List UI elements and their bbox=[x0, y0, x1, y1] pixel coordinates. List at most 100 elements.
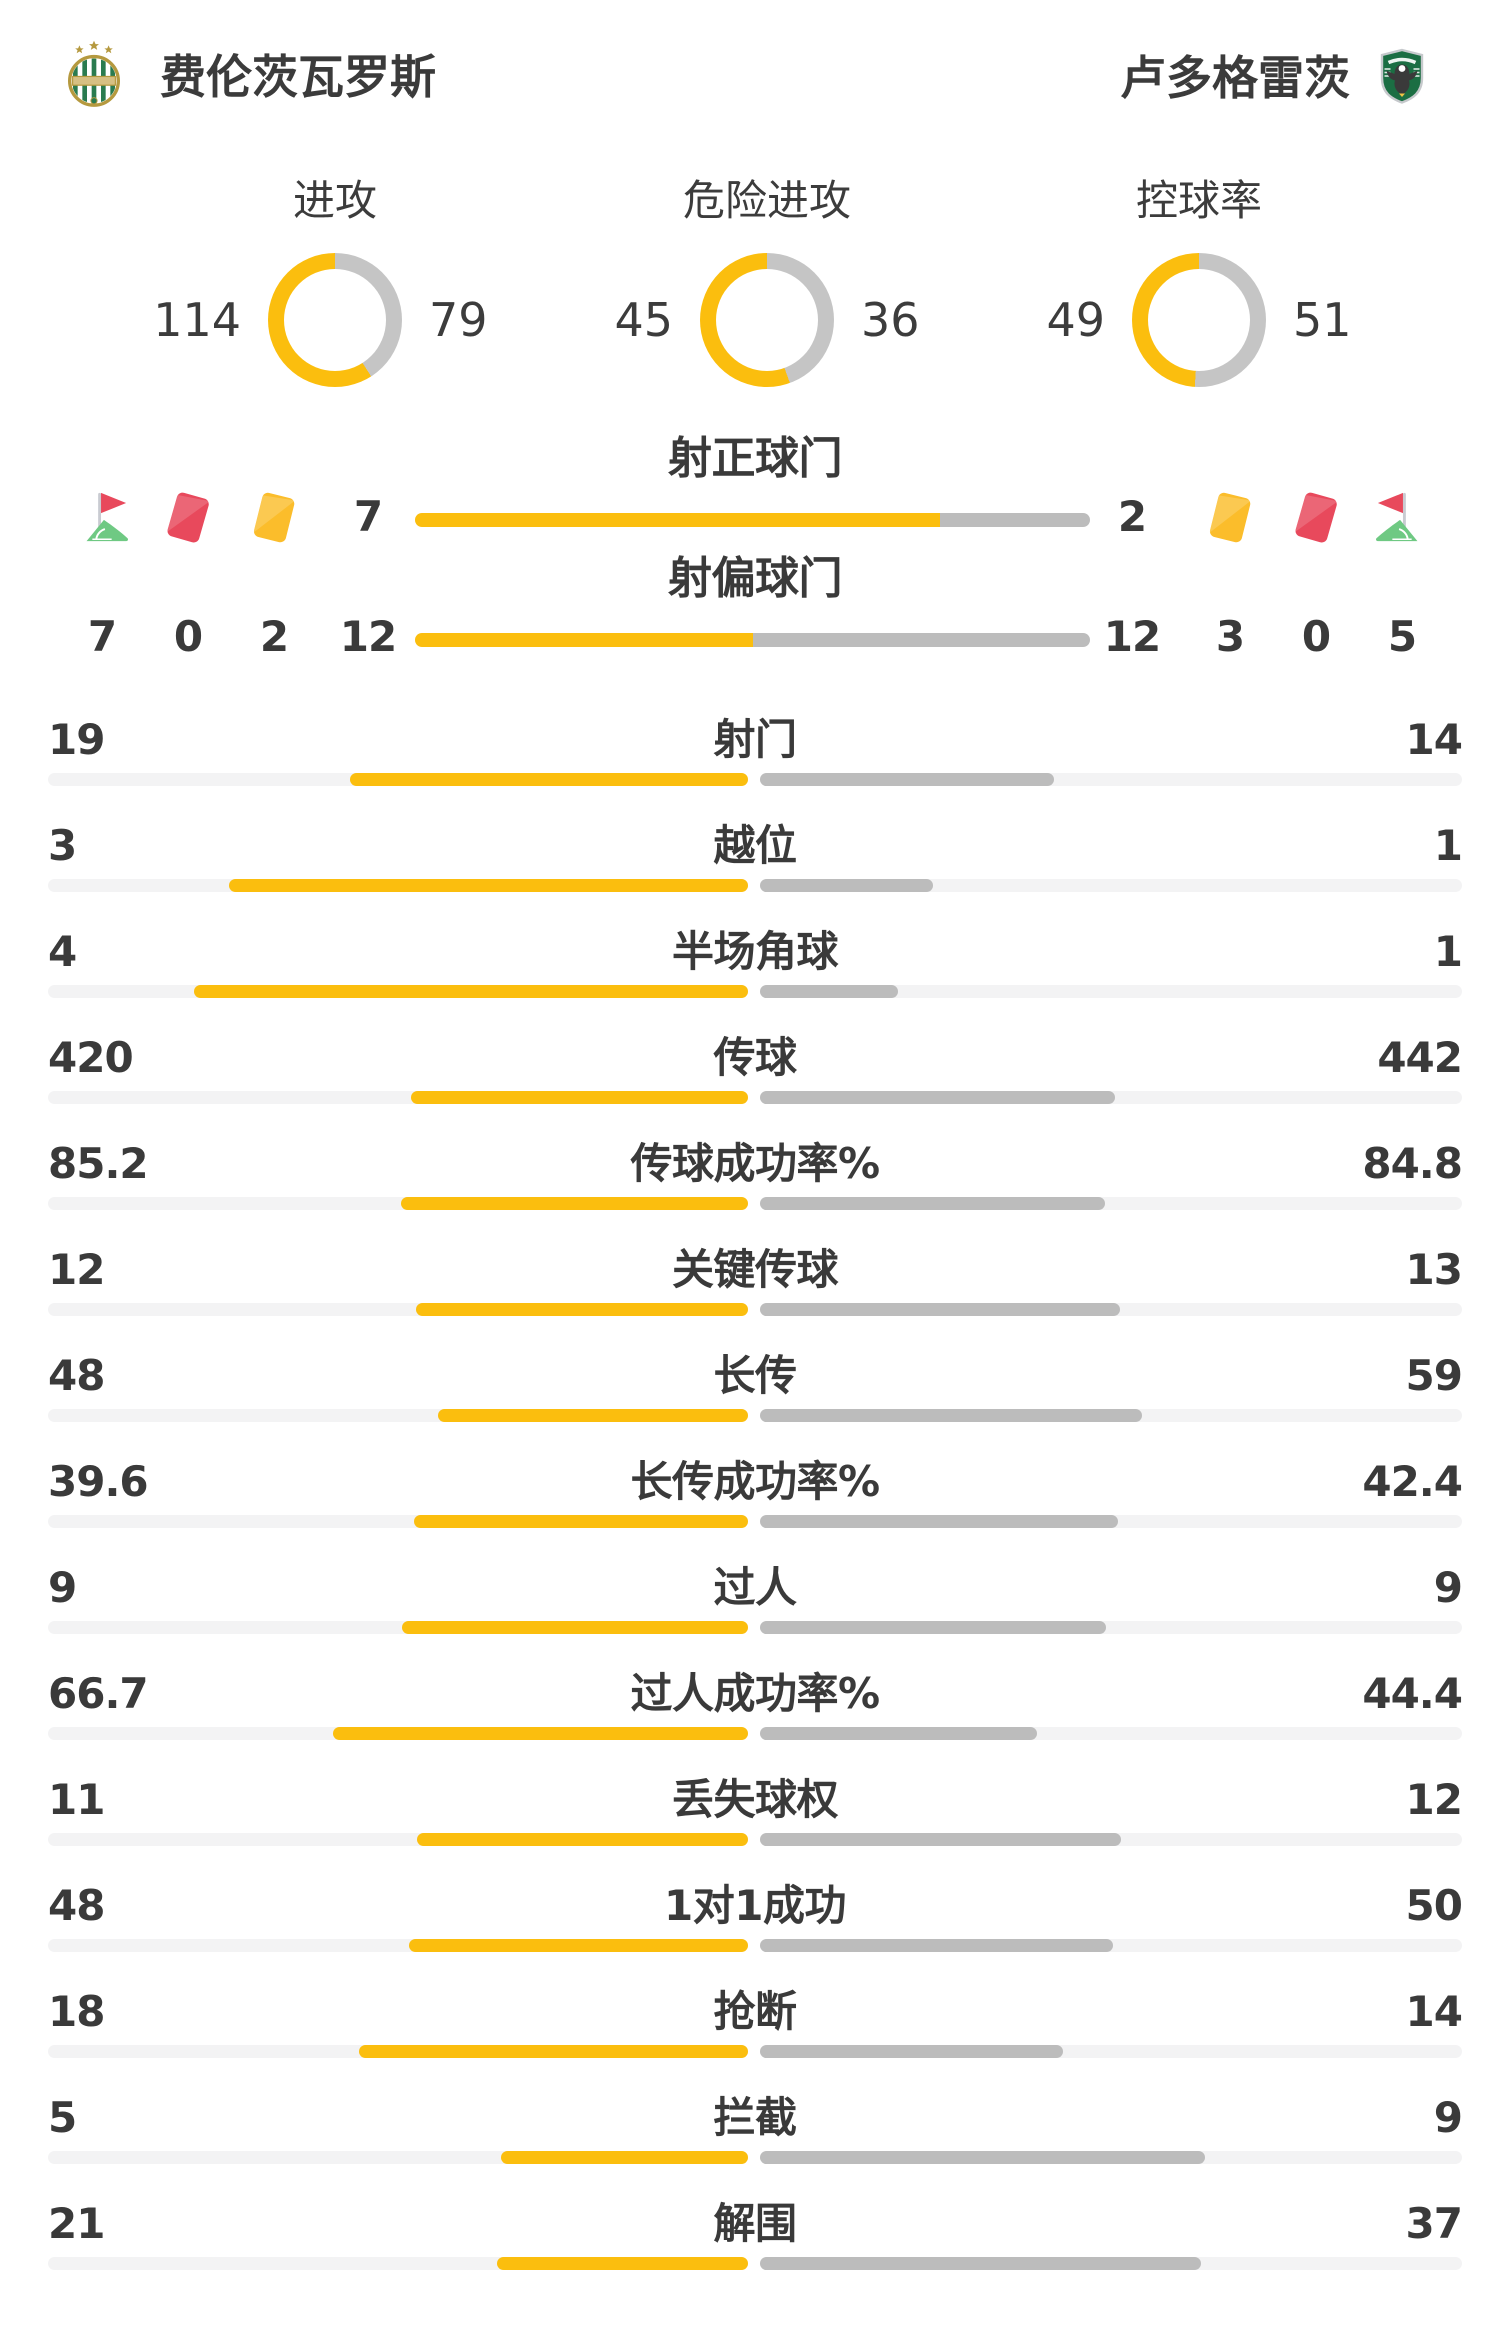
red-card-icon bbox=[1289, 488, 1343, 548]
stat-track-away bbox=[760, 1515, 1462, 1528]
stat-fill-home bbox=[414, 1515, 748, 1528]
stat-label: 丢失球权 bbox=[671, 1775, 839, 1824]
stat-fill-home bbox=[417, 1833, 748, 1846]
stat-track-away bbox=[760, 1939, 1462, 1952]
away-team-name: 卢多格雷茨 bbox=[1120, 51, 1350, 105]
stat-fill-away bbox=[760, 1197, 1105, 1210]
stat-row-key-passes: 12 关键传球 13 bbox=[48, 1210, 1463, 1316]
stat-label: 传球 bbox=[713, 1033, 797, 1082]
stat-track-home bbox=[48, 773, 748, 786]
yellow-card-icon bbox=[1203, 488, 1257, 548]
stat-track-home bbox=[48, 2151, 748, 2164]
away-team[interactable]: 卢多格雷茨 bbox=[1120, 44, 1424, 112]
shots-on-target-home-value: 7 bbox=[353, 492, 383, 541]
stat-fill-away bbox=[760, 773, 1054, 786]
stat-row-passes: 420 传球 442 bbox=[48, 998, 1463, 1104]
stat-away-value: 9 bbox=[1433, 2093, 1463, 2142]
stat-track-home bbox=[48, 2045, 748, 2058]
home-corners-count: 7 bbox=[87, 612, 117, 661]
corner-flag-icon bbox=[1375, 488, 1429, 548]
stat-away-value: 59 bbox=[1405, 1351, 1463, 1400]
away-red-cards-count: 0 bbox=[1301, 612, 1331, 661]
home-red-cards-count: 0 bbox=[173, 612, 203, 661]
home-team-logo-icon bbox=[62, 40, 126, 114]
stat-fill-home bbox=[416, 1303, 748, 1316]
donut-dangerous-attacks-away-value: 36 bbox=[861, 293, 920, 347]
stat-home-value: 66.7 bbox=[48, 1669, 149, 1718]
donut-possession: 控球率 49 51 bbox=[983, 176, 1415, 430]
stat-row-tackles: 18 抢断 14 bbox=[48, 1952, 1463, 2058]
stat-fill-home bbox=[438, 1409, 748, 1422]
away-corners-count: 5 bbox=[1387, 612, 1417, 661]
stat-home-value: 48 bbox=[48, 1881, 105, 1930]
donut-attacks: 进攻 114 79 bbox=[119, 176, 551, 430]
stat-track-home bbox=[48, 1727, 748, 1740]
stat-away-value: 44.4 bbox=[1362, 1669, 1463, 1718]
stat-track-away bbox=[760, 1621, 1462, 1634]
stat-label: 解围 bbox=[713, 2199, 797, 2248]
stat-fill-home bbox=[194, 985, 748, 998]
stat-away-value: 13 bbox=[1405, 1245, 1463, 1294]
stat-home-value: 48 bbox=[48, 1351, 105, 1400]
home-team-name: 费伦茨瓦罗斯 bbox=[160, 50, 436, 104]
stat-away-value: 50 bbox=[1405, 1881, 1463, 1930]
stat-row-pass-accuracy: 85.2 传球成功率% 84.8 bbox=[48, 1104, 1463, 1210]
stat-label: 射门 bbox=[713, 715, 797, 764]
stat-label: 1对1成功 bbox=[664, 1881, 846, 1930]
stat-track-away bbox=[760, 1091, 1462, 1104]
stat-track-away bbox=[760, 985, 1462, 998]
stat-label: 长传成功率% bbox=[630, 1457, 880, 1506]
stat-home-value: 3 bbox=[48, 821, 77, 870]
donut-possession-away-value: 51 bbox=[1293, 293, 1352, 347]
stat-track-away bbox=[760, 1409, 1462, 1422]
shots-off-target-home-fill bbox=[415, 633, 753, 647]
stat-row-duels-won: 48 1对1成功 50 bbox=[48, 1846, 1463, 1952]
stat-fill-away bbox=[760, 879, 933, 892]
away-yellow-cards-count: 3 bbox=[1215, 612, 1245, 661]
stat-track-home bbox=[48, 1091, 748, 1104]
stat-fill-home bbox=[411, 1091, 748, 1104]
stat-fill-home bbox=[401, 1197, 748, 1210]
stat-track-home bbox=[48, 1409, 748, 1422]
stat-fill-home bbox=[359, 2045, 748, 2058]
donut-dangerous-attacks-home-value: 45 bbox=[614, 293, 673, 347]
stat-home-value: 420 bbox=[48, 1033, 134, 1082]
donut-possession-chart bbox=[1132, 253, 1266, 387]
stat-track-home bbox=[48, 1939, 748, 1952]
stat-fill-home bbox=[402, 1621, 748, 1634]
stat-label: 关键传球 bbox=[671, 1245, 839, 1294]
donut-dangerous-attacks: 危险进攻 45 36 bbox=[551, 176, 983, 430]
stat-fill-away bbox=[760, 985, 898, 998]
donut-attacks-title: 进攻 bbox=[292, 176, 377, 225]
stat-row-long-ball-accuracy: 39.6 长传成功率% 42.4 bbox=[48, 1422, 1463, 1528]
stat-label: 传球成功率% bbox=[630, 1139, 880, 1188]
stat-away-value: 42.4 bbox=[1362, 1457, 1463, 1506]
stat-home-value: 11 bbox=[48, 1775, 105, 1824]
donut-attacks-chart bbox=[268, 253, 402, 387]
stat-fill-away bbox=[760, 1621, 1106, 1634]
stat-fill-away bbox=[760, 1409, 1142, 1422]
stat-track-away bbox=[760, 1303, 1462, 1316]
shots-on-target-away-value: 2 bbox=[1117, 492, 1147, 541]
stat-fill-away bbox=[760, 1833, 1121, 1846]
stat-fill-away bbox=[760, 1303, 1120, 1316]
away-discipline-counts: 3 0 5 bbox=[1203, 613, 1429, 661]
shots-off-target-away-fill bbox=[753, 633, 1090, 647]
stat-away-value: 1 bbox=[1433, 821, 1463, 870]
stat-away-value: 14 bbox=[1405, 1987, 1463, 2036]
stat-label: 过人 bbox=[713, 1563, 797, 1612]
stat-track-away bbox=[760, 2257, 1462, 2270]
stat-label: 越位 bbox=[713, 821, 797, 870]
stat-track-home bbox=[48, 1515, 748, 1528]
stat-track-away bbox=[760, 2151, 1462, 2164]
stat-fill-away bbox=[760, 1727, 1037, 1740]
donut-possession-title: 控球率 bbox=[1135, 176, 1262, 225]
home-team[interactable]: 费伦茨瓦罗斯 bbox=[62, 40, 436, 114]
stat-fill-away bbox=[760, 2151, 1205, 2164]
home-discipline-counts: 7 0 2 bbox=[75, 613, 301, 661]
stat-home-value: 12 bbox=[48, 1245, 105, 1294]
stat-track-away bbox=[760, 879, 1462, 892]
stat-fill-home bbox=[497, 2257, 748, 2270]
stat-away-value: 9 bbox=[1433, 1563, 1463, 1612]
